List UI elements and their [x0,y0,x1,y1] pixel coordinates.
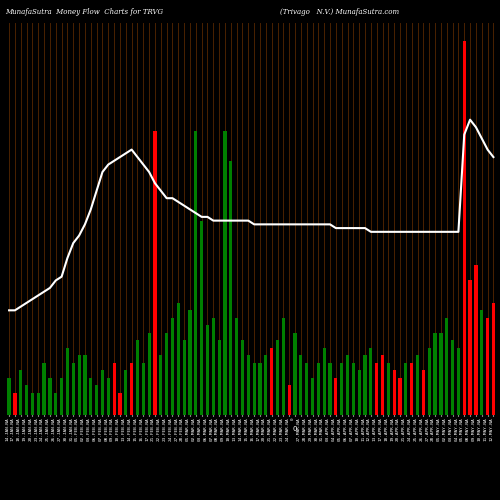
Bar [148,333,150,415]
Bar [130,362,133,415]
Bar [212,318,215,415]
Bar [112,362,116,415]
Bar [317,362,320,415]
Bar [352,362,355,415]
Bar [346,355,349,415]
Bar [89,378,92,415]
Bar [171,318,174,415]
Bar [188,310,192,415]
Bar [101,370,104,415]
Bar [246,355,250,415]
Bar [270,348,274,415]
Bar [258,362,262,415]
Bar [294,333,296,415]
Bar [235,318,238,415]
Bar [252,362,256,415]
Bar [474,266,478,415]
Bar [8,378,10,415]
Bar [264,355,268,415]
Bar [358,370,361,415]
Bar [48,378,51,415]
Bar [462,41,466,415]
Bar [392,370,396,415]
Bar [381,355,384,415]
Bar [311,378,314,415]
Bar [54,392,58,415]
Bar [154,131,156,415]
Bar [364,355,366,415]
Bar [276,340,279,415]
Bar [416,355,419,415]
Bar [375,362,378,415]
Bar [457,348,460,415]
Bar [124,370,128,415]
Bar [14,392,16,415]
Bar [440,333,442,415]
Text: 0: 0 [293,426,298,432]
Bar [282,318,285,415]
Bar [299,355,302,415]
Bar [468,280,471,415]
Bar [106,378,110,415]
Bar [422,370,425,415]
Bar [42,362,45,415]
Bar [60,378,63,415]
Bar [410,362,414,415]
Bar [288,385,291,415]
Bar [176,303,180,415]
Text: MunafaSutra  Money Flow  Charts for TRVG: MunafaSutra Money Flow Charts for TRVG [5,8,163,16]
Bar [136,340,139,415]
Bar [19,370,22,415]
Bar [241,340,244,415]
Bar [159,355,162,415]
Bar [72,362,75,415]
Bar [36,392,40,415]
Bar [95,385,98,415]
Bar [398,378,402,415]
Bar [340,362,344,415]
Bar [370,348,372,415]
Bar [165,333,168,415]
Bar [404,362,407,415]
Bar [84,355,86,415]
Bar [200,220,203,415]
Bar [445,318,448,415]
Bar [334,378,338,415]
Bar [451,340,454,415]
Bar [492,303,495,415]
Bar [118,392,122,415]
Bar [387,362,390,415]
Bar [486,318,489,415]
Bar [229,161,232,415]
Bar [194,131,198,415]
Bar [78,355,80,415]
Bar [305,362,308,415]
Bar [31,392,34,415]
Bar [428,348,431,415]
Bar [218,340,221,415]
Bar [434,333,436,415]
Bar [328,362,332,415]
Bar [142,362,145,415]
Bar [182,340,186,415]
Bar [224,131,226,415]
Bar [206,326,209,415]
Bar [66,348,69,415]
Text: (Trivago   N.V.) MunafaSutra.com: (Trivago N.V.) MunafaSutra.com [280,8,399,16]
Bar [480,310,484,415]
Bar [25,385,28,415]
Bar [322,348,326,415]
